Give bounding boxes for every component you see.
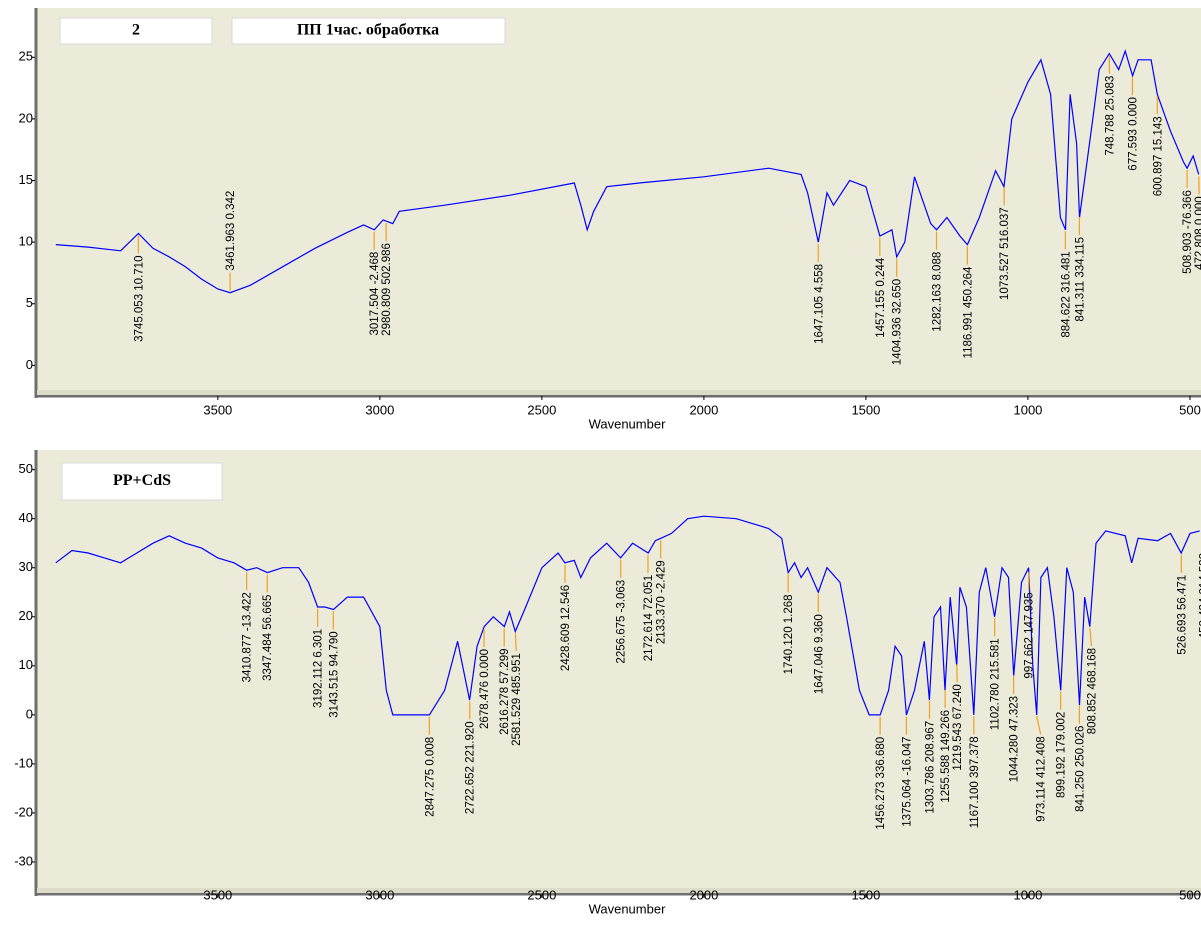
peak-label: 472.808 0.000 bbox=[1194, 196, 1201, 270]
peak-label: 508.903 -76.366 bbox=[1182, 190, 1194, 274]
x-tick-label: 1500 bbox=[851, 402, 880, 417]
y-tick-label: 10 bbox=[19, 657, 33, 672]
peak-marker bbox=[1036, 716, 1042, 735]
spectrum-line bbox=[55, 515, 1200, 716]
x-tick-label: 3500 bbox=[203, 887, 232, 902]
peak-label: 841.311 334.115 bbox=[1074, 237, 1086, 322]
chart-title: PP+CdS bbox=[113, 472, 171, 489]
peak-label: 841.250 250.026 bbox=[1074, 726, 1086, 812]
spectrum-line bbox=[55, 49, 1200, 294]
axis-band bbox=[37, 390, 1201, 395]
chart: 3500 3000 2500 2000 1500 1000 500 -30 -20 -10 0 10 2… bbox=[14, 450, 1201, 916]
title-box bbox=[59, 17, 213, 45]
x-tick-label: 2500 bbox=[527, 402, 556, 417]
peak-label: 3192.112 6.301 bbox=[313, 629, 325, 708]
x-tick-label: 2500 bbox=[527, 887, 556, 902]
x-axis-label: Wavenumber bbox=[589, 901, 666, 916]
x-tick-label: 3000 bbox=[365, 402, 394, 417]
y-tick-label: 40 bbox=[19, 510, 33, 525]
peak-label: 2722.652 221.920 bbox=[465, 721, 477, 814]
peak-label: 1647.046 9.360 bbox=[813, 614, 825, 694]
peak-label: 1457.155 0.244 bbox=[875, 257, 887, 338]
y-tick-label: 0 bbox=[26, 357, 33, 372]
peak-label: 3410.877 -13.422 bbox=[242, 592, 254, 682]
y-tick-label: 25 bbox=[19, 49, 33, 64]
peak-label: 1404.936 32.650 bbox=[892, 279, 904, 365]
peak-label: 1186.991 450.264 bbox=[962, 266, 974, 358]
peak-label: 2133.370 -2.429 bbox=[656, 560, 668, 644]
peak-label: 884.622 316.481 bbox=[1060, 251, 1072, 337]
peak-label: 1073.527 516.037 bbox=[999, 207, 1011, 300]
y-tick-label: 20 bbox=[19, 110, 33, 125]
peak-label: 973.114 412.408 bbox=[1036, 736, 1048, 821]
peak-label: 526.693 56.471 bbox=[1176, 575, 1188, 655]
chart-title: ПП 1час. обработка bbox=[297, 22, 439, 39]
x-tick-label: 3000 bbox=[365, 887, 394, 902]
x-tick-label: 1000 bbox=[1013, 402, 1042, 417]
x-tick-label: 1500 bbox=[851, 887, 880, 902]
y-tick-label: -20 bbox=[14, 804, 33, 819]
peak-label: 1282.163 8.088 bbox=[932, 252, 944, 332]
x-tick-label: 500 bbox=[1179, 887, 1201, 902]
chart-title: 2 bbox=[132, 22, 140, 39]
peak-label: 1647.105 4.558 bbox=[813, 264, 825, 344]
peak-label: 808.852 468.168 bbox=[1086, 648, 1098, 734]
peak-label: 1102.780 215.581 bbox=[990, 638, 1002, 730]
peak-label: 2428.609 12.546 bbox=[560, 585, 572, 671]
x-axis-label: Wavenumber bbox=[589, 416, 666, 431]
y-tick-label: -10 bbox=[14, 755, 33, 770]
y-tick-label: 15 bbox=[19, 172, 33, 187]
x-tick-label: 2000 bbox=[689, 402, 718, 417]
y-tick-label: 10 bbox=[19, 234, 33, 249]
y-tick-label: 50 bbox=[19, 461, 33, 476]
peak-label: 458.434 214.532 bbox=[1198, 553, 1201, 639]
peak-label: 748.788 25.083 bbox=[1104, 76, 1116, 156]
y-tick-label: 5 bbox=[26, 295, 33, 310]
y-tick-label: 20 bbox=[19, 608, 33, 623]
peak-label: 1456.273 336.680 bbox=[875, 737, 887, 830]
peak-label: 1255.588 149.266 bbox=[940, 710, 952, 803]
peak-label: 1740.120 1.268 bbox=[783, 594, 795, 674]
peak-label: 2980.809 502.986 bbox=[381, 243, 393, 336]
plot-area bbox=[37, 8, 1201, 390]
peak-label: 997.662 147.935 bbox=[1024, 592, 1036, 678]
y-tick-label: 0 bbox=[26, 706, 33, 721]
peak-label: 600.897 15.143 bbox=[1152, 116, 1164, 196]
peak-label: 2172.614 72.051 bbox=[643, 575, 655, 661]
peak-label: 899.192 179.002 bbox=[1056, 712, 1068, 798]
peak-label: 677.593 0.000 bbox=[1127, 97, 1139, 171]
axis-band bbox=[37, 888, 1201, 893]
x-tick-label: 1000 bbox=[1013, 887, 1042, 902]
peak-label: 1044.280 47.323 bbox=[1009, 696, 1021, 782]
peak-label: 2581.529 485.951 bbox=[511, 653, 523, 746]
x-tick-label: 500 bbox=[1179, 402, 1201, 417]
title-box bbox=[61, 462, 223, 501]
peak-label: 3017.504 -2.468 bbox=[369, 252, 381, 336]
y-tick-label: 30 bbox=[19, 559, 33, 574]
title-box bbox=[231, 17, 506, 45]
peak-label: 1219.543 67.240 bbox=[952, 684, 964, 770]
plot-clip: 3745.053 10.710 3461.963 0.342 3017.504 -2… bbox=[55, 49, 1201, 365]
peak-label: 1167.100 397.378 bbox=[969, 736, 981, 828]
peak-label: 3143.515 94.790 bbox=[328, 631, 340, 717]
peak-label: 2847.275 0.008 bbox=[424, 737, 436, 817]
peak-label: 2678.476 0.000 bbox=[479, 649, 491, 729]
chart: 3500 3000 2500 2000 1500 1000 500 0 5 10 15 20 25 Wav… bbox=[19, 8, 1201, 431]
peak-marker bbox=[514, 633, 517, 652]
y-tick-label: -30 bbox=[14, 853, 33, 868]
peak-label: 3745.053 10.710 bbox=[133, 256, 145, 342]
plot-clip: 3410.877 -13.422 3347.484 56.665 3192.112 … bbox=[55, 515, 1201, 830]
peak-marker bbox=[1089, 627, 1092, 646]
x-tick-label: 3500 bbox=[203, 402, 232, 417]
x-tick-label: 2000 bbox=[689, 887, 718, 902]
peak-label: 1375.064 -16.047 bbox=[901, 737, 913, 827]
peak-label: 1303.786 208.967 bbox=[925, 721, 937, 814]
peak-label: 2616.278 57.299 bbox=[499, 648, 511, 734]
peak-label: 2256.675 -3.063 bbox=[616, 580, 628, 664]
peak-label: 3347.484 56.665 bbox=[262, 595, 274, 681]
plot-area bbox=[37, 450, 1201, 888]
peak-label: 3461.963 0.342 bbox=[225, 191, 237, 271]
